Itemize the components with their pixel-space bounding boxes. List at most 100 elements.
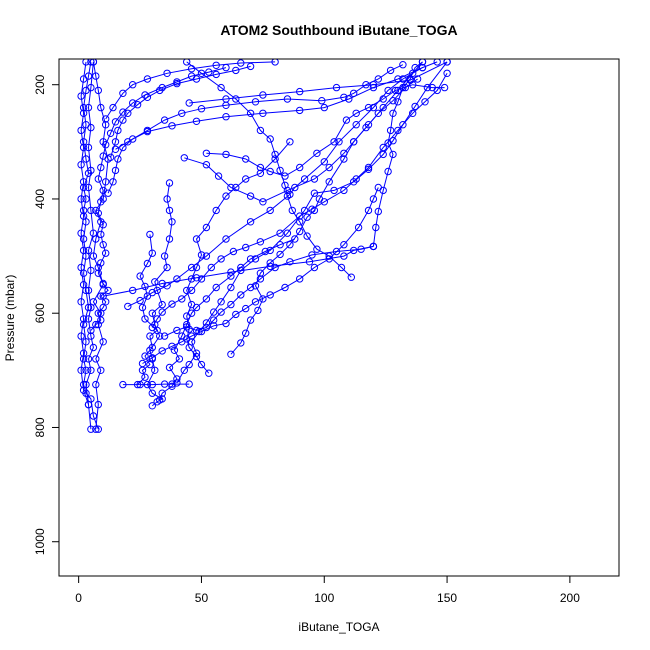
data-point [187,332,196,340]
data-point [168,122,176,130]
data-point [94,86,103,95]
data-point [237,291,245,299]
data-point [310,175,319,183]
data-point [102,141,110,149]
data-point [259,295,267,303]
data-point [313,245,321,253]
data-point [109,103,117,112]
series-line [142,187,379,364]
data-point [158,308,166,316]
data-point [271,263,279,272]
data-point [97,163,105,172]
data-point [283,229,292,237]
data-point [143,380,152,389]
data-point [217,83,225,92]
data-point [266,167,274,176]
data-point [79,246,88,255]
data-point [352,109,360,118]
x-tick-label: 150 [437,591,457,605]
data-point [296,87,304,96]
data-point [389,97,397,105]
data-point [192,117,201,126]
data-point [77,126,85,135]
data-point [79,178,88,186]
data-point [320,103,328,112]
data-point [156,396,164,404]
series-16 [180,75,422,206]
data-point [202,295,211,303]
series-line [206,84,445,177]
series-21 [102,59,279,123]
data-point [305,258,314,266]
data-point [87,59,95,66]
data-point [389,109,397,118]
data-point [350,138,358,146]
data-point [418,59,427,66]
series-line [115,64,404,150]
data-point [77,366,85,374]
data-point [340,186,348,195]
data-point [79,281,88,289]
data-point [89,59,98,66]
data-point [254,306,262,315]
data-point [168,218,176,226]
data-point [185,360,193,369]
data-point [102,249,110,257]
data-point [217,255,225,263]
y-tick-label: 400 [33,189,47,209]
data-point [148,389,157,397]
data-point [87,83,95,92]
data-point [146,360,154,369]
data-point [421,98,429,106]
data-point [303,213,311,221]
data-point [87,425,95,433]
data-point [352,121,360,129]
data-point [271,150,279,159]
data-point [401,83,409,92]
data-point [197,275,206,283]
data-point [94,309,103,317]
data-point [148,249,157,257]
data-point [325,255,333,263]
data-point [384,139,392,147]
data-point [222,113,230,121]
data-point [251,255,260,263]
data-point [227,300,235,309]
data-point [99,241,107,249]
data-point [347,273,355,281]
data-point [345,95,353,103]
series-14 [185,59,451,107]
data-point [84,103,93,112]
data-point [89,412,98,420]
data-point [151,366,159,374]
data-point [94,425,103,433]
y-tick-label: 1000 [33,528,47,555]
series-line [151,73,448,328]
data-point [97,103,105,112]
data-point [251,98,260,106]
data-point [227,350,235,358]
data-point [109,178,117,186]
data-point [87,366,95,374]
data-point [369,83,378,92]
data-point [84,286,93,295]
series-line [189,61,448,104]
data-point [340,149,348,158]
series-line [107,67,423,194]
series-25 [138,183,382,368]
data-point [87,326,95,335]
data-point [79,143,88,152]
data-point [364,163,373,172]
x-tick-label: 50 [195,591,209,605]
data-point [148,354,157,362]
series-18 [148,69,451,332]
data-point [197,251,206,259]
data-point [77,195,85,203]
x-tick-label: 200 [560,591,580,605]
data-point [246,109,255,118]
data-point [111,166,120,175]
data-point [399,75,407,83]
data-point [340,252,348,260]
series-line [103,245,374,297]
data-point [141,315,149,323]
